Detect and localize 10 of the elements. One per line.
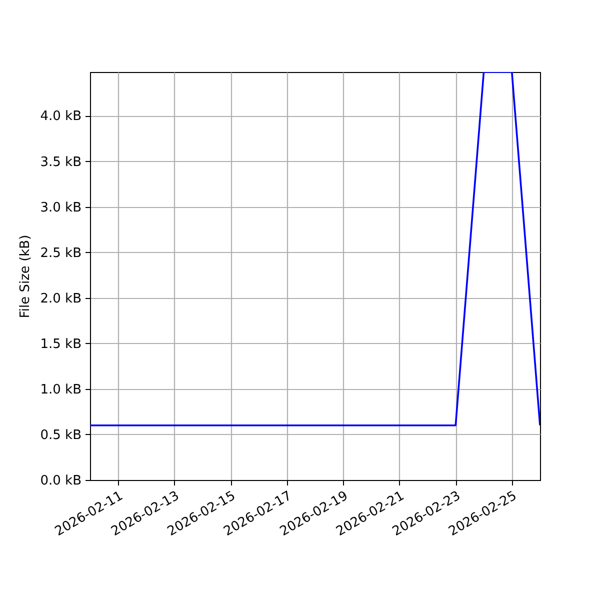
y-tick-label: 3.5 kB	[40, 154, 82, 170]
y-tick-label: 2.5 kB	[40, 246, 82, 261]
y-tick-label: 1.5 kB	[40, 336, 82, 352]
y-tick-label: 4.0 kB	[40, 109, 82, 124]
y-axis-title: File Size (kB)	[18, 234, 34, 318]
y-tick-label: 0.5 kB	[40, 428, 82, 443]
y-tick-label: 2.0 kB	[40, 291, 82, 306]
y-tick-label: 1.0 kB	[40, 382, 82, 398]
y-tick-label: 0.0 kB	[40, 474, 82, 488]
y-tick-label: 3.0 kB	[40, 200, 82, 216]
